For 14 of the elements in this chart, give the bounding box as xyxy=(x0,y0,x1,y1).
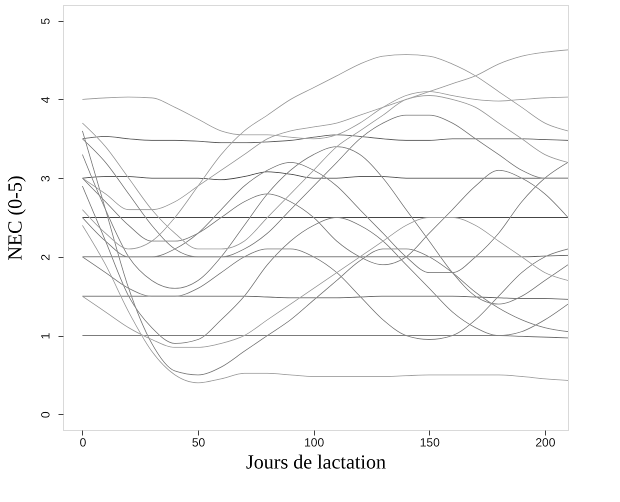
y-tick-label: 2 xyxy=(38,254,52,261)
x-tick-label: 0 xyxy=(80,436,87,450)
x-tick-label: 100 xyxy=(304,436,324,450)
x-tick-label: 50 xyxy=(192,436,206,450)
y-tick-label: 1 xyxy=(38,332,52,340)
x-tick-label: 150 xyxy=(420,436,440,450)
y-tick-label: 0 xyxy=(38,411,52,418)
x-axis-title: Jours de lactation xyxy=(246,452,386,474)
x-tick-label: 200 xyxy=(535,436,556,450)
y-axis-title: NEC (0-5) xyxy=(4,176,26,260)
y-tick-label: 4 xyxy=(38,96,52,104)
y-tick-label: 5 xyxy=(38,18,52,25)
line-series xyxy=(82,134,568,144)
y-tick-label: 3 xyxy=(38,174,52,182)
